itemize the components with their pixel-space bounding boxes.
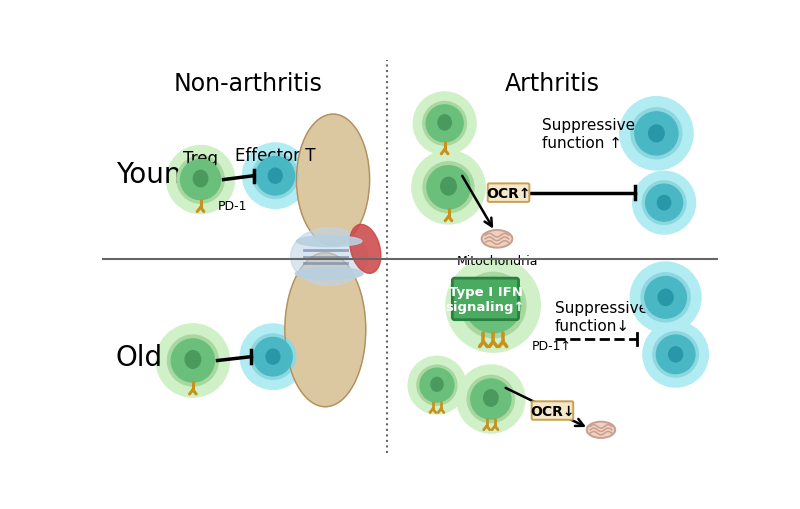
Circle shape — [467, 376, 514, 423]
Ellipse shape — [185, 351, 201, 369]
Ellipse shape — [350, 225, 381, 274]
Circle shape — [412, 151, 485, 224]
Circle shape — [641, 273, 690, 322]
Ellipse shape — [483, 293, 503, 316]
Circle shape — [466, 278, 521, 333]
Circle shape — [166, 146, 234, 214]
Ellipse shape — [297, 115, 370, 245]
Text: PD-1↑: PD-1↑ — [532, 339, 572, 352]
Ellipse shape — [669, 347, 682, 362]
Circle shape — [620, 98, 693, 171]
Text: OCR↑: OCR↑ — [486, 186, 531, 200]
Circle shape — [181, 160, 221, 200]
Ellipse shape — [649, 126, 664, 143]
Circle shape — [423, 102, 466, 146]
Circle shape — [417, 365, 457, 405]
Ellipse shape — [285, 253, 366, 407]
Ellipse shape — [484, 390, 498, 406]
Circle shape — [642, 182, 686, 225]
Ellipse shape — [268, 169, 282, 184]
Ellipse shape — [266, 350, 280, 364]
Circle shape — [633, 172, 695, 235]
Circle shape — [250, 334, 296, 380]
Text: Young: Young — [116, 161, 199, 189]
Text: Suppressive
function ↑: Suppressive function ↑ — [542, 118, 635, 150]
Text: Type I IFN
signaling↑: Type I IFN signaling↑ — [446, 286, 526, 313]
Ellipse shape — [441, 178, 456, 195]
Circle shape — [653, 332, 698, 377]
Circle shape — [423, 162, 474, 213]
Circle shape — [253, 154, 298, 199]
Circle shape — [457, 365, 525, 433]
Text: PD-1: PD-1 — [218, 200, 247, 212]
Circle shape — [631, 109, 682, 159]
Circle shape — [420, 369, 454, 402]
Ellipse shape — [658, 196, 670, 210]
Text: Mitochondria: Mitochondria — [456, 254, 538, 268]
Ellipse shape — [658, 290, 673, 306]
Ellipse shape — [482, 231, 512, 248]
FancyBboxPatch shape — [488, 184, 530, 203]
Circle shape — [167, 335, 218, 386]
Text: Non-arthritis: Non-arthritis — [174, 72, 322, 96]
Circle shape — [635, 112, 678, 156]
Text: OCR↓: OCR↓ — [530, 404, 574, 418]
Ellipse shape — [194, 171, 208, 187]
Circle shape — [240, 324, 306, 389]
Circle shape — [156, 324, 230, 398]
Circle shape — [645, 277, 686, 319]
Circle shape — [446, 259, 540, 353]
Ellipse shape — [431, 378, 443, 391]
FancyBboxPatch shape — [532, 402, 574, 420]
Text: Old: Old — [116, 343, 163, 371]
Circle shape — [171, 340, 214, 382]
Circle shape — [646, 185, 682, 222]
Text: Suppressive
function↓: Suppressive function↓ — [554, 301, 648, 333]
Circle shape — [408, 357, 466, 414]
Circle shape — [656, 335, 695, 374]
Ellipse shape — [586, 422, 615, 438]
Circle shape — [242, 144, 308, 209]
Circle shape — [426, 106, 463, 143]
Text: Effector T: Effector T — [235, 147, 315, 165]
Circle shape — [471, 379, 511, 419]
Ellipse shape — [297, 236, 362, 247]
Circle shape — [414, 93, 476, 155]
Circle shape — [427, 166, 470, 209]
Circle shape — [643, 322, 708, 387]
Ellipse shape — [438, 116, 451, 131]
Text: Treg: Treg — [183, 150, 218, 167]
Circle shape — [256, 157, 294, 195]
Text: Arthritis: Arthritis — [505, 72, 600, 96]
Circle shape — [630, 263, 701, 333]
Circle shape — [461, 273, 526, 338]
Circle shape — [177, 157, 224, 204]
Ellipse shape — [290, 228, 368, 286]
Circle shape — [254, 338, 292, 376]
Ellipse shape — [295, 268, 363, 280]
FancyBboxPatch shape — [452, 278, 518, 320]
